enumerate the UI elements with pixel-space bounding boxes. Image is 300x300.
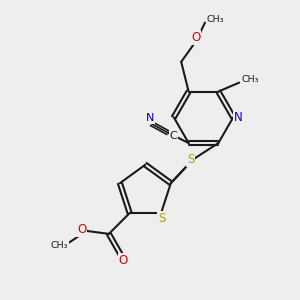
Text: C: C: [169, 130, 177, 141]
Text: O: O: [118, 254, 128, 266]
Text: CH₃: CH₃: [242, 75, 259, 84]
Text: CH₃: CH₃: [207, 14, 224, 23]
Text: S: S: [158, 212, 165, 225]
Text: N: N: [234, 111, 243, 124]
Text: S: S: [187, 154, 194, 166]
Text: O: O: [77, 223, 86, 236]
Text: N: N: [146, 113, 154, 123]
Text: O: O: [191, 31, 201, 44]
Text: CH₃: CH₃: [50, 241, 68, 250]
